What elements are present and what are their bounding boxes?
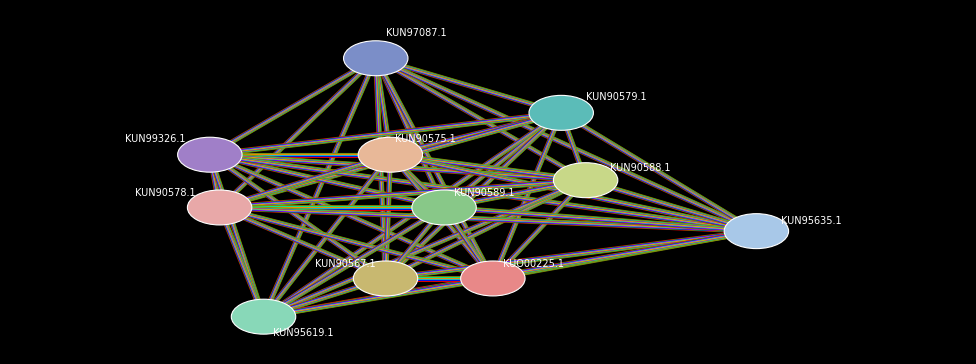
Ellipse shape <box>461 261 525 296</box>
Ellipse shape <box>187 190 252 225</box>
Text: KUN95635.1: KUN95635.1 <box>781 216 841 226</box>
Ellipse shape <box>412 190 476 225</box>
Text: KUN90589.1: KUN90589.1 <box>454 189 514 198</box>
Ellipse shape <box>178 137 242 172</box>
Text: KUN95619.1: KUN95619.1 <box>273 328 334 337</box>
Text: KUN90579.1: KUN90579.1 <box>586 92 646 102</box>
Text: KUN90567.1: KUN90567.1 <box>315 260 376 269</box>
Text: KUN90575.1: KUN90575.1 <box>395 134 456 144</box>
Text: KUN97087.1: KUN97087.1 <box>386 28 446 38</box>
Ellipse shape <box>344 41 408 76</box>
Ellipse shape <box>724 214 789 249</box>
Ellipse shape <box>353 261 418 296</box>
Text: KUN90588.1: KUN90588.1 <box>610 163 671 173</box>
Text: KUN99326.1: KUN99326.1 <box>125 134 185 144</box>
Ellipse shape <box>553 163 618 198</box>
Text: KUN90578.1: KUN90578.1 <box>135 189 195 198</box>
Ellipse shape <box>231 299 296 334</box>
Ellipse shape <box>358 137 423 172</box>
Ellipse shape <box>529 95 593 130</box>
Text: KUO00225.1: KUO00225.1 <box>503 260 564 269</box>
